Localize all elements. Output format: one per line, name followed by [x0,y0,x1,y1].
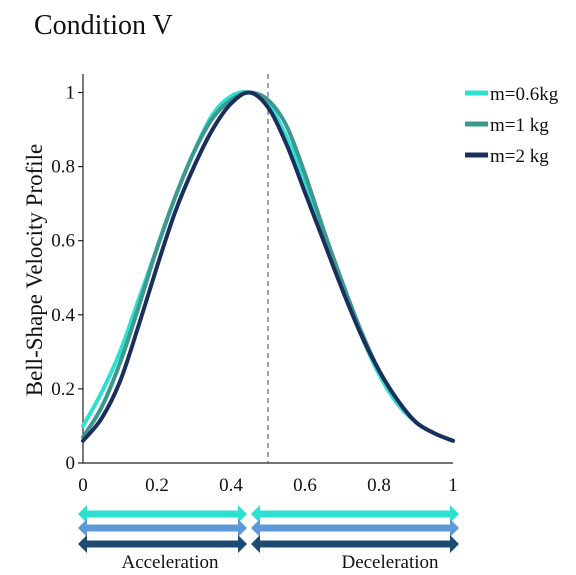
y-axis-label: Bell-Shape Velocity Profile [22,144,47,397]
x-tick-label: 0.6 [293,475,317,496]
acceleration-arrow-1 [78,505,247,523]
deceleration-arrow-2 [251,519,459,537]
series-lines [81,90,455,443]
y-tick-label: 1 [66,83,76,104]
y-tick-label: 0.6 [51,231,75,252]
acceleration-label: Acceleration [121,552,219,573]
deceleration-arrow-1 [251,505,459,523]
deceleration-label: Deceleration [341,552,439,573]
legend-label: m=2 kg [490,146,549,167]
x-tick-label: 0 [78,475,88,496]
plot-area: 0 0.2 0.4 0.6 0.8 1 0 0.2 0.4 0.6 0.8 1 [51,74,458,496]
y-tick-label: 0.4 [51,305,75,326]
x-tick-label: 0.8 [367,475,391,496]
deceleration-arrow-3 [251,535,459,553]
legend-label: m=0.6kg [490,84,559,105]
x-tick-label: 1 [448,475,458,496]
y-tick-label: 0 [66,453,76,474]
series-line-3 [81,90,455,443]
y-ticks: 0 0.2 0.4 0.6 0.8 1 [51,83,83,474]
legend-label: m=1 kg [490,115,549,136]
x-ticks: 0 0.2 0.4 0.6 0.8 1 [78,475,458,496]
phase-arrows [78,505,459,553]
acceleration-arrow-3 [78,535,247,553]
legend: m=0.6kg m=1 kg m=2 kg [465,84,559,167]
x-tick-label: 0.2 [145,475,169,496]
x-tick-label: 0.4 [219,475,243,496]
y-tick-label: 0.2 [51,379,75,400]
acceleration-arrow-2 [78,519,247,537]
chart-title: Condition V [34,10,173,41]
y-tick-label: 0.8 [51,157,75,178]
